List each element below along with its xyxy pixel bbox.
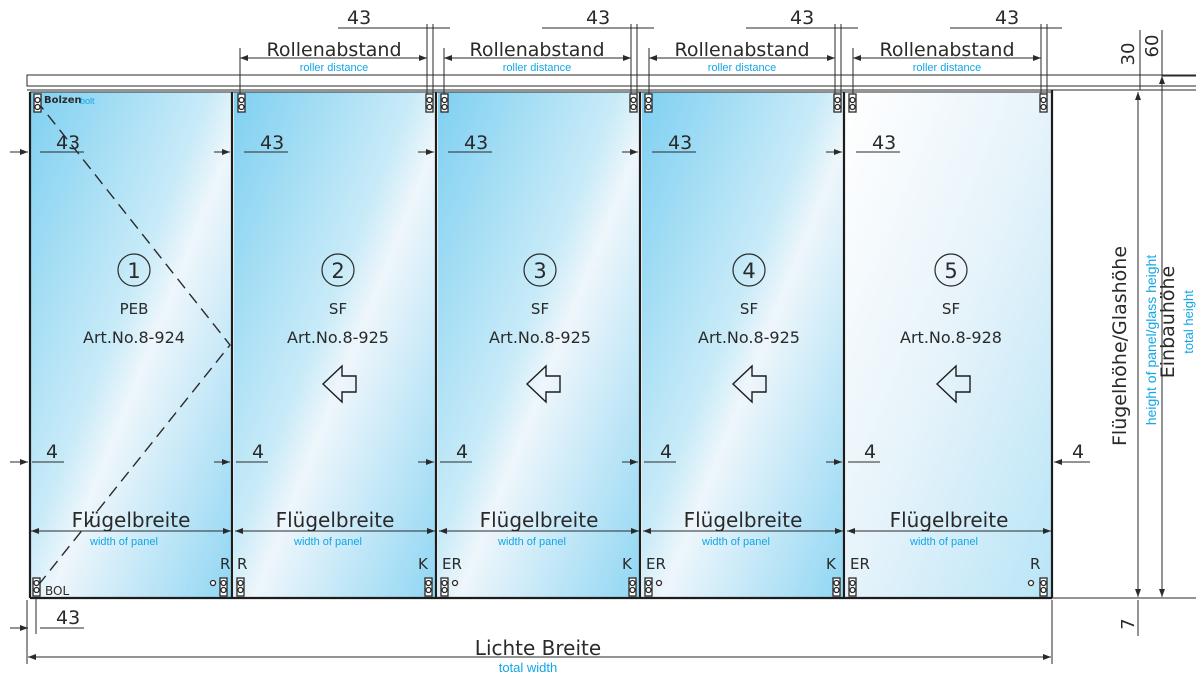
height-dims — [1052, 30, 1196, 636]
top-rail — [26, 74, 1196, 87]
panel-number-4: 4 — [742, 259, 755, 283]
direction-arrows — [321, 364, 971, 404]
total-width-dim — [26, 600, 1053, 664]
glass-panel-4 — [642, 92, 844, 598]
panel-width-en-2: width of panel — [293, 536, 362, 548]
panel-label-1: 1 PEB Art.No.8-924 — [83, 253, 185, 347]
panel-art-4: Art.No.8-925 — [698, 328, 800, 347]
panel-width-en-4: width of panel — [701, 536, 770, 548]
roller-distance-en-3: roller distance — [708, 62, 776, 74]
roller-distance-3: Rollenabstand — [674, 39, 809, 61]
panel-height-en: height of panel/glass height — [1143, 255, 1159, 426]
arrow-left-icon-2 — [321, 364, 357, 404]
panel-number-5: 5 — [944, 259, 957, 283]
dim-43-p2: 43 — [260, 132, 284, 154]
top-rollers — [33, 93, 1048, 113]
dim-43-p4: 43 — [668, 132, 692, 154]
dim-4-p1: 4 — [46, 441, 58, 463]
panel-art-2: Art.No.8-925 — [287, 328, 389, 347]
glass-panel-5 — [846, 92, 1052, 598]
mark-p4-left: ER — [646, 555, 666, 573]
roller-distance-en-4: roller distance — [913, 62, 981, 74]
dim-43-p3: 43 — [464, 132, 488, 154]
swing-indicator — [35, 99, 231, 589]
dim-43-top-3: 43 — [790, 7, 814, 29]
mark-p2-left: R — [237, 555, 247, 573]
panel-label-5: 5 SF Art.No.8-928 — [900, 253, 1002, 347]
panel-width-3: Flügelbreite — [480, 508, 599, 532]
roller-distance-4: Rollenabstand — [879, 39, 1014, 61]
dim-7: 7 — [1118, 618, 1139, 629]
panel-label-2: 2 SF Art.No.8-925 — [287, 253, 389, 347]
bol-label: BOL — [45, 584, 69, 598]
dim-30: 30 — [1118, 43, 1139, 66]
mark-p1-right: R — [220, 555, 230, 573]
panel-label-3: 3 SF Art.No.8-925 — [489, 253, 591, 347]
panel-width-5: Flügelbreite — [890, 508, 1009, 532]
roller-distance-2: Rollenabstand — [469, 39, 604, 61]
mark-p2-right: K — [418, 555, 429, 573]
panel-art-5: Art.No.8-928 — [900, 328, 1002, 347]
install-height-label: Einbauhöhe — [1157, 266, 1179, 378]
dim-43-p5: 43 — [872, 132, 896, 154]
clear-width-label: Lichte Breite — [475, 636, 601, 660]
panel-type-1: PEB — [120, 300, 149, 318]
dim-43-bottom: 43 — [56, 607, 80, 629]
panel-number-2: 2 — [331, 259, 344, 283]
dim-4-p3: 4 — [456, 441, 468, 463]
panel-width-en-1: width of panel — [89, 536, 158, 548]
dim-60: 60 — [1142, 35, 1163, 58]
panel-height-label: Flügelhöhe/Glashöhe — [1109, 246, 1131, 446]
mark-p3-right: K — [622, 555, 633, 573]
bottom-43-dim — [10, 598, 84, 634]
panel-type-4: SF — [740, 300, 758, 318]
bolt-label-de: Bolzen — [44, 95, 82, 106]
dim-43-top-4: 43 — [995, 7, 1019, 29]
roller-distance-en-1: roller distance — [300, 62, 368, 74]
mark-p4-right: K — [826, 555, 837, 573]
dim-4-p5: 4 — [864, 441, 876, 463]
arrow-left-icon-3 — [525, 364, 561, 404]
panel-label-4: 4 SF Art.No.8-925 — [698, 253, 800, 347]
glass-panel-3 — [438, 92, 640, 598]
roller-distance-en-2: roller distance — [503, 62, 571, 74]
mark-p5-right: R — [1030, 555, 1040, 573]
panel-width-4: Flügelbreite — [684, 508, 803, 532]
panel-width-en-3: width of panel — [497, 536, 566, 548]
dim-4-p4: 4 — [660, 441, 672, 463]
panel-width-2: Flügelbreite — [276, 508, 395, 532]
dim-4-right: 4 — [1072, 441, 1084, 463]
glass-panel-1 — [30, 92, 232, 598]
mark-p3-left: ER — [442, 555, 462, 573]
arrow-left-icon-5 — [935, 364, 971, 404]
install-height-en: total height — [1181, 290, 1196, 354]
roller-distance-dims — [239, 24, 1062, 94]
panel-width-en-5: width of panel — [909, 536, 978, 548]
panel-number-3: 3 — [533, 259, 546, 283]
dim-43-top-1: 43 — [347, 7, 371, 29]
panel-number-1: 1 — [127, 259, 140, 283]
bolt-label-en: bolt — [80, 96, 95, 106]
arrow-left-icon-4 — [731, 364, 767, 404]
bottom-rollers — [32, 577, 1048, 597]
panel-type-5: SF — [942, 300, 960, 318]
dim-4-p2: 4 — [252, 441, 264, 463]
panel-art-1: Art.No.8-924 — [83, 328, 185, 347]
clear-width-en: total width — [499, 660, 558, 675]
panel-type-2: SF — [329, 300, 347, 318]
panel-type-3: SF — [531, 300, 549, 318]
roller-distance-1: Rollenabstand — [266, 39, 401, 61]
dim-43-p1: 43 — [56, 132, 80, 154]
dim-43-top-2: 43 — [586, 7, 610, 29]
panel-width-1: Flügelbreite — [72, 508, 191, 532]
mark-p5-left: ER — [850, 555, 870, 573]
glass-panel-2 — [234, 92, 436, 598]
panel-art-3: Art.No.8-925 — [489, 328, 591, 347]
